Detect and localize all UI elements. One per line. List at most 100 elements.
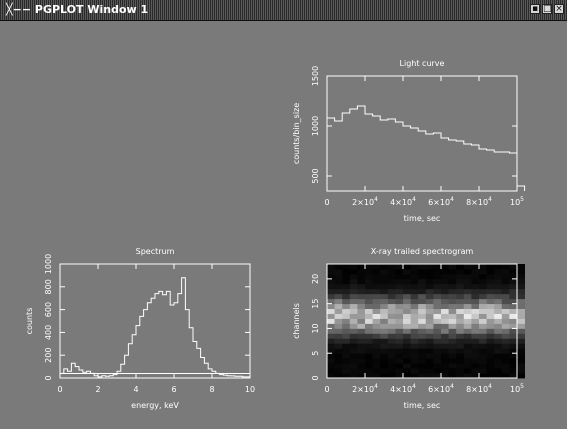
title-bar[interactable]: ╳−− PGPLOT Window 1 ▪ □ × <box>0 0 567 21</box>
heatmap-cell <box>479 298 487 305</box>
heatmap-cell <box>456 288 465 295</box>
heatmap-cell <box>349 338 358 344</box>
heatmap-cell <box>349 298 358 305</box>
y-axis-label: counts <box>25 308 34 335</box>
heatmap-cell <box>448 353 457 359</box>
heatmap-cell <box>365 318 373 324</box>
heatmap-cell <box>327 303 335 310</box>
heatmap-cell <box>517 363 525 369</box>
heatmap-cell <box>418 333 427 339</box>
heatmap-cell <box>433 333 442 339</box>
heatmap-cell <box>403 323 411 329</box>
heatmap-cell <box>509 348 518 354</box>
heatmap-cell <box>448 338 457 344</box>
heatmap-cell <box>334 268 343 275</box>
heatmap-cell <box>410 343 419 349</box>
heatmap-cell <box>479 368 487 374</box>
heatmap-cell <box>357 288 366 295</box>
heatmap-cell <box>327 363 335 369</box>
heatmap-cell <box>387 268 396 275</box>
heatmap-cell <box>456 308 465 314</box>
y-tick-label: 400 <box>44 325 53 340</box>
heatmap-cell <box>395 363 404 369</box>
heatmap-cell <box>441 373 449 379</box>
heatmap-cell <box>349 333 358 339</box>
y-tick-label: 600 <box>44 302 53 317</box>
heatmap-cell <box>448 308 457 314</box>
heatmap-cell <box>517 358 525 364</box>
y-tick-label: 1500 <box>311 66 320 86</box>
heatmap-cell <box>334 318 343 324</box>
heatmap-cell <box>418 318 427 324</box>
heatmap-cell <box>494 343 503 349</box>
heatmap-cell <box>448 288 457 295</box>
heatmap-cell <box>471 288 480 295</box>
heatmap-cell <box>380 323 389 329</box>
heatmap-cell <box>486 323 495 329</box>
heatmap-cell <box>372 358 381 364</box>
heatmap-cell <box>418 273 427 280</box>
heatmap-cell <box>380 293 389 300</box>
x-axis-label: energy, keV <box>131 401 179 410</box>
heatmap-cell <box>380 343 389 349</box>
heatmap-cell <box>425 308 434 314</box>
heatmap-cell <box>433 288 442 295</box>
heatmap-cell <box>433 348 442 354</box>
minimize-icon[interactable]: ▪ <box>530 4 540 14</box>
heatmap-cell <box>456 313 465 319</box>
heatmap-cell <box>372 368 381 374</box>
heatmap-cell <box>509 363 518 369</box>
heatmap-cell <box>334 303 343 310</box>
heatmap-cell <box>441 328 449 334</box>
heatmap-cell <box>425 298 434 305</box>
y-tick-label: 800 <box>44 279 53 294</box>
spectrogram-panel: X-ray trailed spectrogram time, sec channe… <box>292 247 525 410</box>
heatmap-cell <box>463 353 472 359</box>
heatmap-cell <box>494 278 503 285</box>
heatmap-cell <box>425 303 434 310</box>
heatmap-cell <box>387 293 396 300</box>
heatmap-cell <box>441 348 449 354</box>
heatmap-cell <box>494 333 503 339</box>
heatmap-cell <box>479 268 487 275</box>
heatmap-cell <box>456 273 465 280</box>
heatmap-cell <box>509 323 518 329</box>
heatmap-cell <box>357 283 366 290</box>
heatmap-cell <box>410 338 419 344</box>
heatmap-cell <box>418 268 427 275</box>
heatmap-cell <box>509 293 518 300</box>
heatmap-cell <box>433 353 442 359</box>
heatmap-cell <box>418 348 427 354</box>
heatmap-cell <box>471 338 480 344</box>
heatmap-cell <box>456 318 465 324</box>
heatmap-cell <box>509 353 518 359</box>
x-tick-label-base: 10 <box>245 385 255 394</box>
heatmap-cell <box>486 348 495 354</box>
heatmap-cell <box>479 363 487 369</box>
heatmap-cell <box>418 338 427 344</box>
heatmap-cell <box>425 353 434 359</box>
plot-title: Spectrum <box>136 247 175 256</box>
heatmap-cell <box>380 273 389 280</box>
heatmap-cell <box>456 283 465 290</box>
maximize-icon[interactable]: □ <box>542 4 552 14</box>
heatmap-cell <box>456 303 465 310</box>
heatmap-cell <box>509 373 518 379</box>
heatmap-cell <box>441 278 449 285</box>
heatmap-cell <box>365 338 373 344</box>
heatmap-cell <box>456 323 465 329</box>
heatmap-cell <box>494 303 503 310</box>
heatmap-cell <box>418 343 427 349</box>
heatmap-cell <box>486 313 495 319</box>
heatmap-cell <box>403 368 411 374</box>
heatmap-cell <box>395 303 404 310</box>
heatmap-cell <box>342 343 351 349</box>
heatmap-cell <box>501 273 510 280</box>
heatmap-cell <box>418 368 427 374</box>
heatmap-cell <box>365 268 373 275</box>
close-icon[interactable]: × <box>554 4 564 14</box>
heatmap-cell <box>334 264 343 270</box>
window-menu-icon[interactable]: ╳−− <box>6 3 32 16</box>
x-tick-label: 2 <box>95 385 100 394</box>
heatmap-cell <box>357 333 366 339</box>
